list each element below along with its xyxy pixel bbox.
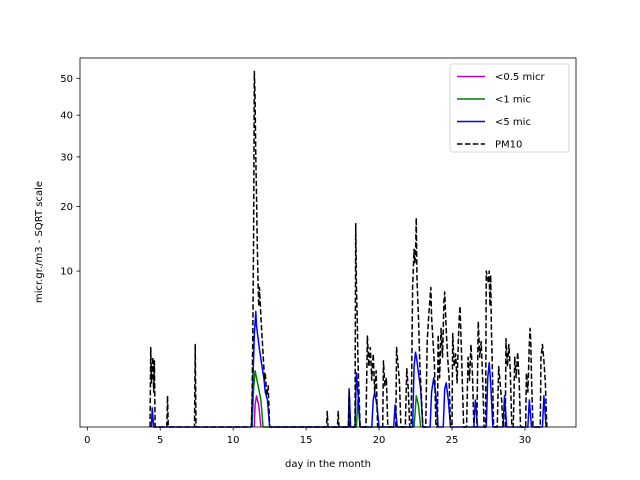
- y-tick-label: 20: [60, 202, 73, 213]
- y-axis-label: micr.gr./m3 - SQRT scale: [34, 181, 45, 303]
- x-tick-label: 0: [84, 435, 90, 446]
- x-tick-label: 30: [519, 435, 532, 446]
- series-line-2: [150, 310, 547, 428]
- y-tick-label: 10: [60, 267, 73, 278]
- y-tick-label: 50: [60, 74, 73, 85]
- series-line-0: [253, 395, 262, 428]
- x-tick-label: 10: [227, 435, 240, 446]
- legend: <0.5 micr <1 mic <5 mic PM10: [449, 63, 570, 153]
- legend-label-3: PM10: [495, 140, 522, 151]
- axes-frame: [79, 57, 577, 428]
- legend-label-0: <0.5 micr: [495, 72, 545, 83]
- legend-label-2: <5 mic: [495, 117, 531, 128]
- x-tick-label: 5: [157, 435, 163, 446]
- y-tick-label: 30: [60, 152, 73, 163]
- x-tick-label: 20: [373, 435, 386, 446]
- legend-box: [449, 63, 570, 153]
- plot-frame: [79, 57, 577, 428]
- x-axis-label: day in the month: [285, 459, 371, 470]
- axis-ticks: 0 5 10 15 20 25 30 10 20 30 40 50: [60, 74, 531, 446]
- legend-label-1: <1 mic: [495, 95, 531, 106]
- y-tick-label: 40: [60, 111, 73, 122]
- x-tick-label: 15: [300, 435, 313, 446]
- x-tick-label: 25: [446, 435, 459, 446]
